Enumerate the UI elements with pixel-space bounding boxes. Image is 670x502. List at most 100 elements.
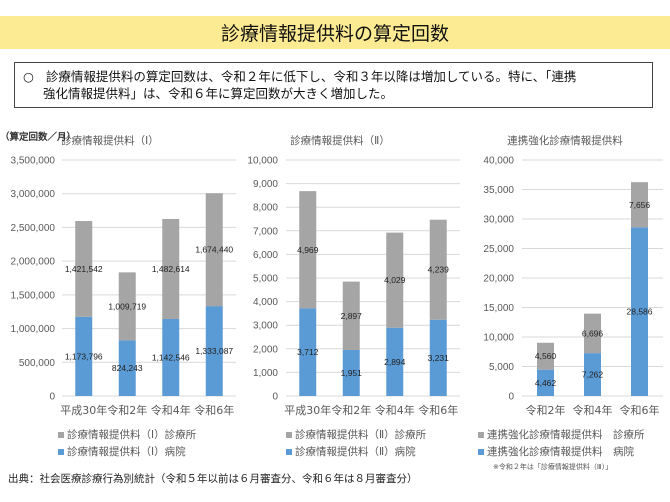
- y-tick-label: 20,000: [483, 274, 514, 285]
- data-label: 4,969: [297, 245, 319, 255]
- y-tick-label: 2,000,000: [11, 257, 56, 268]
- bar-hospital: [429, 319, 447, 396]
- data-label: 1,674,440: [195, 245, 233, 255]
- data-label: 1,421,542: [65, 264, 103, 274]
- legend-swatch-hospital: [478, 449, 484, 455]
- x-tick-label: 令和4年: [151, 403, 191, 417]
- chart-shinryo-1: 診療情報提供料（Ⅰ）（算定回数／月） 0 500,000 1,000,000 1,500…: [0, 131, 236, 417]
- bar-clinic: [631, 182, 648, 228]
- page-title: 診療情報提供料の算定回数: [220, 23, 449, 45]
- y-tick-label: 25,000: [483, 244, 514, 255]
- data-label: 3,231: [428, 353, 450, 363]
- summary-box: ○ 診療情報提供料の算定回数は、令和２年に低下し、令和３年以降は増加している。特…: [14, 62, 653, 108]
- data-label: 2,894: [384, 357, 406, 367]
- x-tick-label: 平成30年: [60, 403, 107, 417]
- bar-clinic: [537, 342, 554, 370]
- legend-label: 診療情報提供料（Ⅰ）診療所: [67, 429, 197, 441]
- y-tick-label: 10,000: [247, 156, 278, 167]
- bar-hospital: [631, 227, 648, 396]
- data-label: 1,951: [341, 368, 363, 378]
- x-tick-label: 令和4年: [375, 403, 415, 417]
- y-tick-label: 2,500,000: [11, 223, 56, 234]
- legend-item-hospital: 診療情報提供料（Ⅱ）病院: [286, 444, 426, 461]
- y-tick-label: 3,000: [253, 321, 278, 332]
- data-label: 6,696: [582, 328, 604, 338]
- bar-clinic: [386, 232, 404, 328]
- x-tick-label: 令和2年: [107, 403, 147, 417]
- x-tick-label: 平成30年: [284, 403, 331, 417]
- legend-swatch-clinic: [58, 432, 64, 438]
- legend-label: 連携強化診療情報提供料 診療所: [487, 429, 645, 441]
- bar-clinic: [299, 191, 317, 309]
- chart-title: 診療情報提供料（Ⅰ）: [61, 134, 159, 147]
- summary-line-2: 強化情報提供料」は、令和６年に算定回数が大きく増加した。: [23, 85, 644, 102]
- y-tick-label: 30,000: [483, 215, 514, 226]
- x-tick-label: 令和2年: [331, 403, 371, 417]
- bar-clinic: [342, 281, 360, 350]
- data-label: 1,009,719: [108, 301, 146, 311]
- y-tick-label: 1,000: [253, 368, 278, 379]
- chart-3-footnote: ※令和２年は「診療情報提供料（Ⅲ）」: [493, 463, 613, 471]
- x-tick-label: 令和6年: [620, 403, 660, 417]
- bar-clinic: [75, 221, 93, 317]
- y-axis-label: （算定回数／月）: [0, 131, 76, 143]
- bar-hospital: [162, 318, 180, 396]
- data-label: 4,462: [535, 378, 557, 388]
- y-tick-label: 8,000: [253, 203, 278, 214]
- legend-chart-1: 診療情報提供料（Ⅰ）診療所 診療情報提供料（Ⅰ）病院: [58, 427, 196, 461]
- bar-hospital: [75, 316, 93, 396]
- chart-title: 診療情報提供料（Ⅱ）: [290, 134, 390, 147]
- y-tick-label: 15,000: [483, 303, 514, 314]
- y-tick-label: 500,000: [19, 358, 56, 369]
- y-tick-label: 0: [508, 392, 514, 403]
- source-note: 出典：社会医療診療行為別統計（令和５年以前は６月審査分、令和６年は８月審査分）: [8, 473, 418, 485]
- legend-label: 診療情報提供料（Ⅱ）病院: [295, 446, 416, 458]
- bar-clinic: [205, 193, 223, 307]
- legend-label: 連携強化診療情報提供料 病院: [487, 446, 634, 458]
- y-tick-label: 5,000: [253, 274, 278, 285]
- y-tick-label: 7,000: [253, 226, 278, 237]
- summary-line-1: ○ 診療情報提供料の算定回数は、令和２年に低下し、令和３年以降は増加している。特…: [23, 68, 644, 85]
- y-tick-label: 3,500,000: [11, 156, 56, 167]
- legend-label: 診療情報提供料（Ⅱ）診療所: [295, 429, 427, 441]
- legend-chart-2: 診療情報提供料（Ⅱ）診療所 診療情報提供料（Ⅱ）病院: [286, 427, 426, 461]
- data-label: 4,239: [428, 265, 450, 275]
- data-label: 3,712: [297, 347, 319, 357]
- data-label: 2,897: [341, 311, 363, 321]
- data-label: 1,482,614: [152, 264, 190, 274]
- y-tick-label: 5,000: [489, 362, 514, 373]
- y-tick-label: 4,000: [253, 297, 278, 308]
- bar-clinic: [584, 313, 601, 354]
- x-tick-label: 令和2年: [526, 403, 566, 417]
- legend-item-hospital: 診療情報提供料（Ⅰ）病院: [58, 444, 196, 461]
- data-label: 1,142,546: [152, 352, 190, 362]
- bullet-icon: ○: [23, 69, 34, 84]
- bar-hospital: [205, 306, 223, 396]
- data-label: 28,586: [627, 307, 653, 317]
- data-label: 1,333,087: [195, 346, 233, 356]
- y-tick-label: 3,000,000: [11, 189, 56, 200]
- legend-swatch-hospital: [58, 449, 64, 455]
- page-title-bar: 診療情報提供料の算定回数: [0, 16, 670, 49]
- y-tick-label: 35,000: [483, 185, 514, 196]
- y-tick-label: 0: [272, 392, 278, 403]
- data-label: 4,029: [384, 275, 406, 285]
- legend-item-clinic: 連携強化診療情報提供料 診療所: [478, 427, 645, 444]
- legend-label: 診療情報提供料（Ⅰ）病院: [67, 446, 186, 458]
- chart-renkei: 連携強化診療情報提供料 0 5,000 10,000 15,000 20,000 25,00…: [483, 134, 663, 417]
- data-label: 4,560: [535, 351, 557, 361]
- y-tick-label: 6,000: [253, 250, 278, 261]
- legend-item-clinic: 診療情報提供料（Ⅱ）診療所: [286, 427, 426, 444]
- legend-chart-3: 連携強化診療情報提供料 診療所 連携強化診療情報提供料 病院: [478, 427, 645, 461]
- data-label: 7,656: [629, 200, 651, 210]
- y-tick-label: 0: [49, 392, 55, 403]
- legend-swatch-clinic: [478, 432, 484, 438]
- legend-item-hospital: 連携強化診療情報提供料 病院: [478, 444, 645, 461]
- bar-clinic: [118, 272, 136, 341]
- chart-shinryo-2: 診療情報提供料（Ⅱ） 0 1,000 2,000 3,000 4,000 5,000 6,00…: [247, 134, 460, 417]
- y-tick-label: 9,000: [253, 179, 278, 190]
- y-tick-label: 10,000: [483, 333, 514, 344]
- y-tick-label: 2,000: [253, 344, 278, 355]
- bar-clinic: [429, 219, 447, 320]
- bar-hospital: [386, 327, 404, 396]
